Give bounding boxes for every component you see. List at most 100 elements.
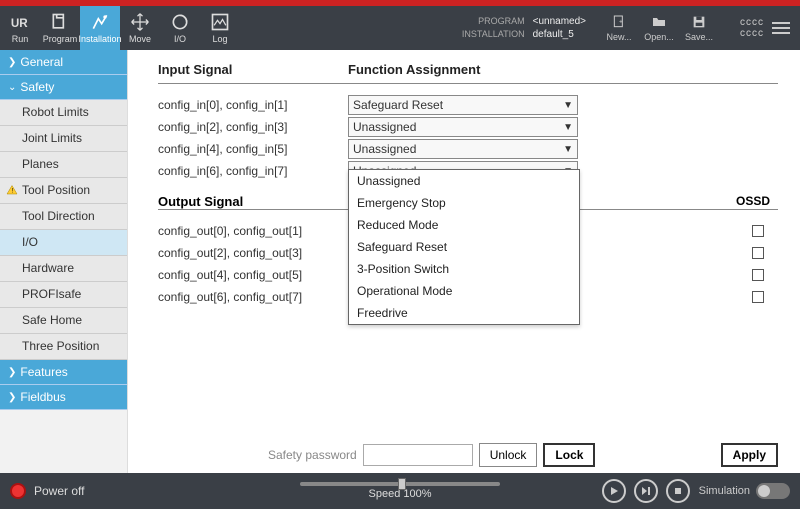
run-tab[interactable]: UR Run xyxy=(0,6,40,50)
sidebar-item-tool-position[interactable]: ! Tool Position xyxy=(0,178,127,204)
input-row-1: config_in[2], config_in[3] Unassigned▼ xyxy=(158,116,778,138)
power-label: Power off xyxy=(34,484,84,498)
chevron-down-icon: ▼ xyxy=(563,144,573,155)
menu-icon[interactable] xyxy=(772,22,790,34)
open-button[interactable]: Open... xyxy=(642,14,676,42)
move-label: Move xyxy=(129,34,151,44)
output-label: config_out[6], config_out[7] xyxy=(158,290,348,304)
sidebar-section-general[interactable]: ❯ General xyxy=(0,50,127,75)
ossd-checkbox-2[interactable] xyxy=(752,269,764,281)
sidebar-item-joint-limits[interactable]: Joint Limits xyxy=(0,126,127,152)
sidebar-general-label: General xyxy=(20,55,63,69)
password-label: Safety password xyxy=(268,448,357,462)
ossd-checkbox-1[interactable] xyxy=(752,247,764,259)
warning-icon: ! xyxy=(6,184,18,196)
play-icon xyxy=(609,486,619,496)
sidebar-fieldbus-label: Fieldbus xyxy=(20,390,65,404)
output-label: config_out[0], config_out[1] xyxy=(158,224,348,238)
sidebar-section-fieldbus[interactable]: ❯ Fieldbus xyxy=(0,385,127,410)
input-combo-1[interactable]: Unassigned▼ xyxy=(348,117,578,137)
run-icon: UR xyxy=(10,12,30,32)
dropdown-option[interactable]: Safeguard Reset xyxy=(349,236,579,258)
stop-button[interactable] xyxy=(666,479,690,503)
sidebar-item-profisafe[interactable]: PROFIsafe xyxy=(0,282,127,308)
combo-value: Safeguard Reset xyxy=(353,98,443,112)
sidebar-section-features[interactable]: ❯Features xyxy=(0,360,127,385)
sidebar-safety-label: Safety xyxy=(20,80,54,94)
program-icon xyxy=(50,12,70,32)
input-signal-header: Input Signal xyxy=(158,62,348,81)
status-chars: cccc cccc xyxy=(740,17,764,39)
power-indicator-icon[interactable] xyxy=(10,483,26,499)
new-button[interactable]: + New... xyxy=(602,14,636,42)
input-row-2: config_in[4], config_in[5] Unassigned▼ xyxy=(158,138,778,160)
log-tab[interactable]: Log xyxy=(200,6,240,50)
dropdown-option[interactable]: Emergency Stop xyxy=(349,192,579,214)
safety-password-input[interactable] xyxy=(363,444,473,466)
io-tab[interactable]: I/O xyxy=(160,6,200,50)
output-signal-header: Output Signal xyxy=(158,194,348,209)
simulation-toggle[interactable] xyxy=(756,483,790,499)
run-label: Run xyxy=(12,34,29,44)
output-label: config_out[4], config_out[5] xyxy=(158,268,348,282)
open-folder-icon xyxy=(650,14,668,30)
sidebar-item-label: Tool Position xyxy=(22,183,90,197)
combo-value: Unassigned xyxy=(353,120,416,134)
log-icon xyxy=(210,12,230,32)
ossd-checkbox-0[interactable] xyxy=(752,225,764,237)
chevron-right-icon: ❯ xyxy=(8,367,16,378)
program-info-labels: PROGRAM INSTALLATION xyxy=(462,15,525,41)
chevron-right-icon: ❯ xyxy=(8,392,16,403)
speed-slider-thumb[interactable] xyxy=(398,478,406,490)
chevron-down-icon: ▼ xyxy=(563,100,573,111)
dropdown-option[interactable]: Reduced Mode xyxy=(349,214,579,236)
installation-label: Installation xyxy=(78,34,121,44)
footer-bar: Power off Speed 100% Simulation xyxy=(0,473,800,509)
sidebar-item-planes[interactable]: Planes xyxy=(0,152,127,178)
lock-button[interactable]: Lock xyxy=(543,443,595,467)
move-tab[interactable]: Move xyxy=(120,6,160,50)
input-label: config_in[6], config_in[7] xyxy=(158,164,348,178)
simulation-toggle-area: Simulation xyxy=(699,483,790,499)
program-info-values: <unnamed> default_5 xyxy=(533,15,586,41)
sidebar-item-safe-home[interactable]: Safe Home xyxy=(0,308,127,334)
svg-text:UR: UR xyxy=(11,17,28,30)
save-button[interactable]: Save... xyxy=(682,14,716,42)
chevron-right-icon: ❯ xyxy=(8,57,16,68)
new-label: New... xyxy=(606,32,631,42)
dropdown-option[interactable]: Unassigned xyxy=(349,170,579,192)
input-row-0: config_in[0], config_in[1] Safeguard Res… xyxy=(158,94,778,116)
input-label: config_in[2], config_in[3] xyxy=(158,120,348,134)
save-label: Save... xyxy=(685,32,713,42)
input-combo-0[interactable]: Safeguard Reset ▼ xyxy=(348,95,578,115)
sidebar-item-io[interactable]: I/O xyxy=(0,230,127,256)
speed-slider[interactable] xyxy=(300,482,500,486)
divider xyxy=(158,83,778,84)
function-assignment-header: Function Assignment xyxy=(348,62,778,81)
chevron-down-icon: ⌄ xyxy=(8,82,16,93)
toggle-knob xyxy=(758,485,770,497)
stop-icon xyxy=(673,486,683,496)
svg-text:+: + xyxy=(619,18,623,25)
io-icon xyxy=(170,12,190,32)
sidebar-item-three-position[interactable]: Three Position xyxy=(0,334,127,360)
step-icon xyxy=(641,486,651,496)
sidebar-item-tool-direction[interactable]: Tool Direction xyxy=(0,204,127,230)
unlock-button[interactable]: Unlock xyxy=(479,443,538,467)
dropdown-option[interactable]: Freedrive xyxy=(349,302,579,324)
ossd-checkbox-3[interactable] xyxy=(752,291,764,303)
simulation-label: Simulation xyxy=(699,485,750,497)
sidebar-item-robot-limits[interactable]: Robot Limits xyxy=(0,100,127,126)
apply-button[interactable]: Apply xyxy=(721,443,778,467)
output-label: config_out[2], config_out[3] xyxy=(158,246,348,260)
dropdown-option[interactable]: 3-Position Switch xyxy=(349,258,579,280)
installation-tab[interactable]: Installation xyxy=(80,6,120,50)
step-button[interactable] xyxy=(634,479,658,503)
move-icon xyxy=(130,12,150,32)
sidebar-section-safety[interactable]: ⌄ Safety xyxy=(0,75,127,100)
dropdown-option[interactable]: Operational Mode xyxy=(349,280,579,302)
input-combo-2[interactable]: Unassigned▼ xyxy=(348,139,578,159)
program-tab[interactable]: Program xyxy=(40,6,80,50)
play-button[interactable] xyxy=(602,479,626,503)
sidebar-item-hardware[interactable]: Hardware xyxy=(0,256,127,282)
